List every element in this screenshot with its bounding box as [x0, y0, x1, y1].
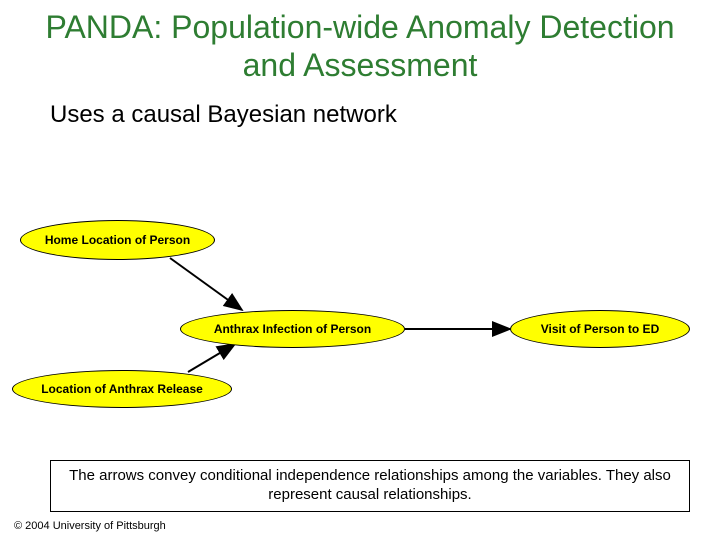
page-title: PANDA: Population-wide Anomaly Detection…	[0, 0, 720, 89]
node-label: Visit of Person to ED	[541, 322, 659, 336]
edge-home-to-infection	[170, 258, 242, 310]
node-label: Anthrax Infection of Person	[214, 322, 371, 336]
node-label: Location of Anthrax Release	[41, 382, 203, 396]
node-anthrax-infection: Anthrax Infection of Person	[180, 310, 405, 348]
bayesian-network-diagram: Home Location of Person Anthrax Infectio…	[0, 200, 720, 460]
node-label: Home Location of Person	[45, 233, 190, 247]
subtitle: Uses a causal Bayesian network	[0, 89, 720, 129]
caption-text: The arrows convey conditional independen…	[69, 467, 671, 503]
edge-release-to-infection	[188, 344, 235, 372]
node-home-location: Home Location of Person	[20, 220, 215, 260]
copyright-footer: © 2004 University of Pittsburgh	[14, 520, 166, 532]
node-release-location: Location of Anthrax Release	[12, 370, 232, 408]
node-visit-ed: Visit of Person to ED	[510, 310, 690, 348]
caption-box: The arrows convey conditional independen…	[50, 460, 690, 512]
